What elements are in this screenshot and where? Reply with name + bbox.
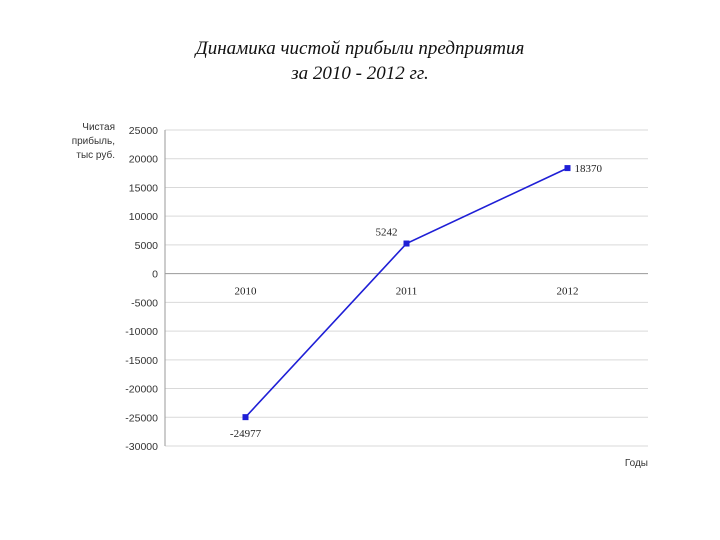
- x-category-labels: 2010 2011 2012: [235, 286, 579, 298]
- y-tick-label: 15000: [129, 182, 158, 194]
- y-tick-labels: 25000 20000 15000 10000 5000 0 -5000 -10000 -150…: [125, 125, 158, 453]
- y-axis-title-line: Чистая: [82, 122, 115, 133]
- x-axis-title: Годы: [625, 458, 648, 469]
- chart-title: Динамика чистой прибыли предприятия за 2…: [0, 36, 720, 86]
- x-category-label: 2011: [396, 286, 418, 298]
- axis-titles: Чистая прибыль, тыс руб. Годы: [72, 122, 648, 469]
- y-axis-title-line: тыс руб.: [76, 149, 115, 161]
- series: [242, 165, 571, 421]
- data-point-marker: [242, 414, 249, 421]
- y-tick-label: -5000: [131, 297, 158, 309]
- data-point-marker: [564, 165, 571, 172]
- chart-title-line-1: Динамика чистой прибыли предприятия: [195, 38, 525, 59]
- data-point-marker: [403, 240, 410, 247]
- y-tick-label: 5000: [135, 240, 159, 252]
- x-category-label: 2010: [235, 286, 258, 298]
- data-label: 5242: [376, 227, 398, 239]
- data-label: 18370: [575, 163, 603, 175]
- y-axis-title-line: прибыль,: [72, 135, 115, 147]
- y-tick-label: 25000: [129, 125, 158, 137]
- data-labels: -24977 5242 18370: [230, 163, 603, 440]
- y-tick-label: 10000: [129, 211, 158, 223]
- y-tick-label: -10000: [125, 326, 158, 338]
- y-tick-label: 20000: [129, 154, 158, 166]
- y-tick-label: -25000: [125, 412, 158, 424]
- chart-title-line-2: за 2010 - 2012 гг.: [291, 63, 429, 84]
- y-tick-label: -15000: [125, 355, 158, 367]
- y-tick-label: -20000: [125, 384, 158, 396]
- y-tick-label: -30000: [125, 441, 158, 453]
- data-label: -24977: [230, 428, 262, 440]
- x-category-label: 2012: [557, 286, 579, 298]
- y-tick-label: 0: [152, 269, 158, 281]
